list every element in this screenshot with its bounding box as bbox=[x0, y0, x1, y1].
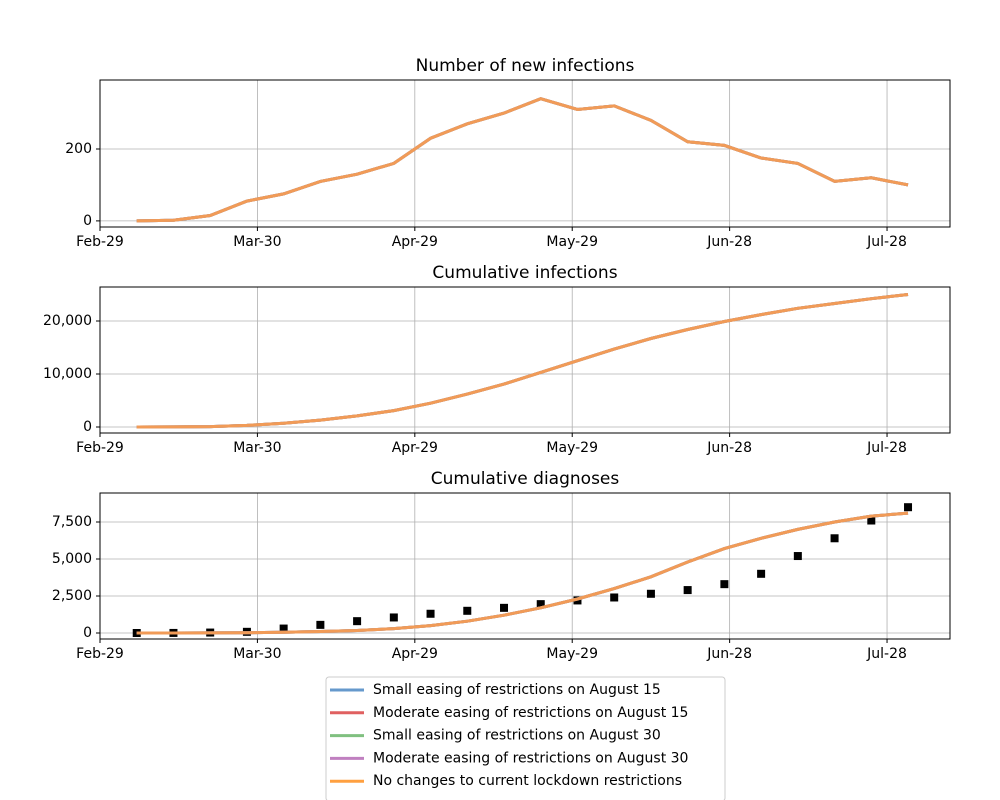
x-tick-label: Apr-29 bbox=[392, 646, 438, 662]
y-tick-label: 7,500 bbox=[52, 514, 92, 530]
series-line bbox=[136, 293, 909, 429]
chart-title: Number of new infections bbox=[416, 56, 635, 76]
data-point bbox=[536, 600, 545, 609]
series-line bbox=[136, 97, 909, 223]
legend-label: Small easing of restrictions on August 3… bbox=[373, 728, 661, 744]
series-line bbox=[136, 97, 909, 223]
legend-frame bbox=[325, 676, 726, 800]
legend-label: Moderate easing of restrictions on Augus… bbox=[373, 750, 688, 766]
series-line bbox=[136, 293, 909, 429]
data-point bbox=[757, 569, 766, 578]
data-point bbox=[389, 613, 398, 622]
data-point bbox=[904, 503, 913, 512]
data-point bbox=[720, 580, 729, 589]
series-line bbox=[136, 97, 909, 223]
data-point bbox=[463, 606, 472, 615]
x-tick-label: Apr-29 bbox=[392, 440, 438, 456]
x-tick-label: Feb-29 bbox=[76, 234, 124, 250]
x-tick-label: Mar-30 bbox=[233, 234, 281, 250]
legend: Small easing of restrictions on August 1… bbox=[325, 676, 726, 800]
x-tick-label: Feb-29 bbox=[76, 440, 124, 456]
axes-frame bbox=[99, 79, 951, 228]
data-point bbox=[279, 624, 288, 633]
x-tick-label: Feb-29 bbox=[76, 646, 124, 662]
x-tick-label: May-29 bbox=[546, 440, 598, 456]
x-tick-label: Jun-28 bbox=[706, 440, 752, 456]
y-tick-label: 0 bbox=[83, 419, 92, 435]
data-point bbox=[316, 620, 325, 629]
data-point bbox=[500, 603, 509, 612]
y-tick-label: 5,000 bbox=[52, 551, 92, 567]
series-line bbox=[136, 293, 909, 429]
series-line bbox=[136, 97, 909, 223]
x-tick-label: Jul-28 bbox=[866, 234, 907, 250]
y-tick-label: 10,000 bbox=[43, 366, 92, 382]
data-point bbox=[867, 516, 876, 525]
x-tick-label: Jun-28 bbox=[706, 646, 752, 662]
axes-frame bbox=[99, 492, 951, 640]
data-point bbox=[830, 534, 839, 543]
data-point bbox=[353, 617, 362, 626]
series-line bbox=[136, 293, 909, 429]
y-tick-label: 0 bbox=[83, 213, 92, 229]
y-tick-label: 2,500 bbox=[52, 588, 92, 604]
x-tick-label: Jun-28 bbox=[706, 234, 752, 250]
chart-title: Cumulative diagnoses bbox=[431, 469, 620, 489]
data-point bbox=[793, 552, 802, 561]
y-tick-label: 0 bbox=[83, 625, 92, 641]
x-tick-label: Apr-29 bbox=[392, 234, 438, 250]
series-line bbox=[136, 511, 909, 635]
series-line bbox=[136, 293, 909, 429]
y-tick-label: 20,000 bbox=[43, 313, 92, 329]
legend-label: Moderate easing of restrictions on Augus… bbox=[373, 705, 688, 721]
x-tick-label: May-29 bbox=[546, 646, 598, 662]
data-point bbox=[646, 589, 655, 598]
chart-title: Cumulative infections bbox=[432, 263, 617, 283]
y-tick-label: 200 bbox=[65, 141, 92, 157]
x-tick-label: Jul-28 bbox=[866, 440, 907, 456]
data-point bbox=[426, 609, 435, 618]
x-tick-label: Mar-30 bbox=[233, 646, 281, 662]
axes-frame bbox=[99, 286, 951, 434]
x-tick-label: May-29 bbox=[546, 234, 598, 250]
data-point bbox=[610, 593, 619, 602]
data-point bbox=[683, 586, 692, 595]
x-tick-label: Jul-28 bbox=[866, 646, 907, 662]
legend-label: Small easing of restrictions on August 1… bbox=[373, 682, 661, 698]
legend-label: No changes to current lockdown restricti… bbox=[373, 773, 682, 789]
x-tick-label: Mar-30 bbox=[233, 440, 281, 456]
series-line bbox=[136, 97, 909, 223]
